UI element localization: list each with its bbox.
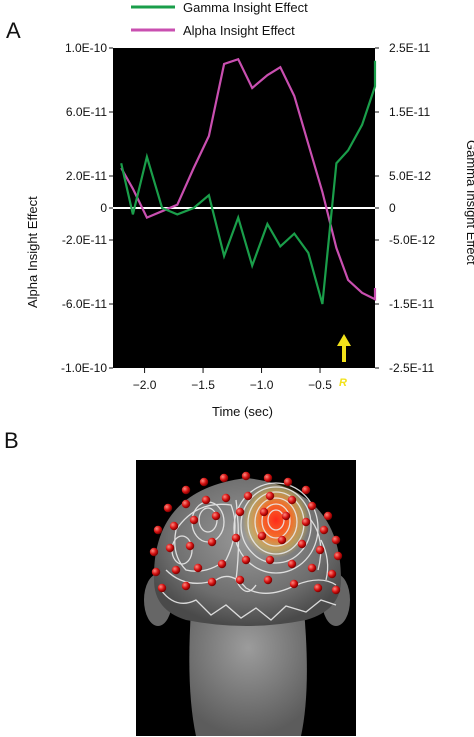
legend-label-gamma: Gamma Insight Effect [183, 0, 308, 15]
x-axis: −2.0 −1.5 −1.0 −0.5 [133, 368, 332, 392]
electrode [241, 555, 251, 565]
electrode [259, 507, 269, 517]
electrode [153, 525, 163, 535]
electrode [181, 485, 191, 495]
electrode [265, 555, 275, 565]
electrode [265, 491, 275, 501]
figure-panel-a: A Gamma Insight Effect Alpha Insight Eff… [6, 0, 474, 419]
response-marker: R [337, 334, 351, 389]
response-arrow-head [337, 334, 351, 346]
electrode [207, 577, 217, 587]
electrode [149, 547, 159, 557]
electrode [283, 477, 293, 487]
y-left-tick-label: -2.0E-11 [62, 233, 107, 247]
electrode [277, 535, 287, 545]
y-left-tick-label: 2.0E-11 [66, 169, 107, 183]
y-right-tick-label: 2.5E-11 [389, 41, 430, 55]
x-tick-label: −2.0 [133, 378, 157, 392]
electrode [287, 495, 297, 505]
electrode [241, 471, 251, 481]
y-axis-right-label: Gamma Insight Effect [464, 140, 474, 265]
y-left-tick-label: -6.0E-11 [62, 297, 107, 311]
y-left-tick-label: 1.0E-10 [65, 41, 107, 55]
electrode [331, 535, 341, 545]
electrode [331, 585, 341, 595]
electrode [319, 525, 329, 535]
electrode [163, 503, 173, 513]
response-marker-label: R [339, 377, 347, 389]
y-left-tick-label: 6.0E-11 [66, 105, 107, 119]
eeg-head-topography-image [136, 460, 356, 736]
electrode [235, 575, 245, 585]
panel-label-a: A [6, 18, 21, 43]
electrode [157, 583, 167, 593]
electrode-markers [149, 471, 343, 595]
electrode [207, 537, 217, 547]
y-right-tick-label: -5.0E-12 [389, 233, 435, 247]
legend-label-alpha: Alpha Insight Effect [183, 23, 295, 38]
panel-label-b: B [4, 428, 19, 453]
electrode [221, 493, 231, 503]
y-right-tick-label: 0 [389, 201, 396, 215]
electrode [189, 515, 199, 525]
electrode [313, 583, 323, 593]
y-right-tick-label: -1.5E-11 [389, 297, 434, 311]
contour-lines [160, 482, 337, 621]
x-axis-label: Time (sec) [212, 404, 273, 419]
y-left-tick-label: -1.0E-10 [61, 361, 107, 375]
electrode [181, 581, 191, 591]
electrode [231, 533, 241, 543]
electrode [185, 541, 195, 551]
electrode [219, 473, 229, 483]
electrode [297, 539, 307, 549]
electrode [171, 565, 181, 575]
legend: Gamma Insight Effect Alpha Insight Effec… [131, 0, 308, 38]
electrode [323, 511, 333, 521]
electrode [217, 559, 227, 569]
y-axis-left-label: Alpha Insight Effect [25, 196, 40, 308]
electrode [287, 559, 297, 569]
electrode [199, 477, 209, 487]
electrode [289, 579, 299, 589]
electrode [315, 545, 325, 555]
series-line-gamma [120, 60, 377, 305]
plot-content [113, 57, 377, 305]
x-tick-label: −0.5 [308, 378, 332, 392]
electrode [263, 575, 273, 585]
electrode [243, 491, 253, 501]
neck-shape [189, 610, 307, 736]
electrode [193, 563, 203, 573]
y-right-tick-label: -2.5E-11 [389, 361, 434, 375]
electrode [257, 531, 267, 541]
x-tick-label: −1.5 [191, 378, 215, 392]
electrode [235, 507, 245, 517]
electrode [151, 567, 161, 577]
electrode [201, 495, 211, 505]
electrode [165, 543, 175, 553]
y-right-tick-label: 5.0E-12 [389, 169, 431, 183]
electrode [181, 499, 191, 509]
electrode [301, 517, 311, 527]
electrode [301, 485, 311, 495]
y-left-tick-label: 0 [100, 201, 107, 215]
y-right-tick-label: 1.5E-11 [389, 105, 430, 119]
electrode [281, 511, 291, 521]
y-axis-left: 1.0E-10 6.0E-11 2.0E-11 0 -2.0E-11 -6.0E-11 -1… [61, 41, 113, 375]
electrode [327, 569, 337, 579]
y-axis-right: 2.5E-11 1.5E-11 5.0E-12 0 -5.0E-12 -1.5E-11 -2… [375, 41, 435, 375]
electrode [263, 473, 273, 483]
electrode [211, 511, 221, 521]
electrode [307, 501, 317, 511]
x-tick-label: −1.0 [250, 378, 274, 392]
electrode [333, 551, 343, 561]
electrode [307, 563, 317, 573]
electrode [169, 521, 179, 531]
